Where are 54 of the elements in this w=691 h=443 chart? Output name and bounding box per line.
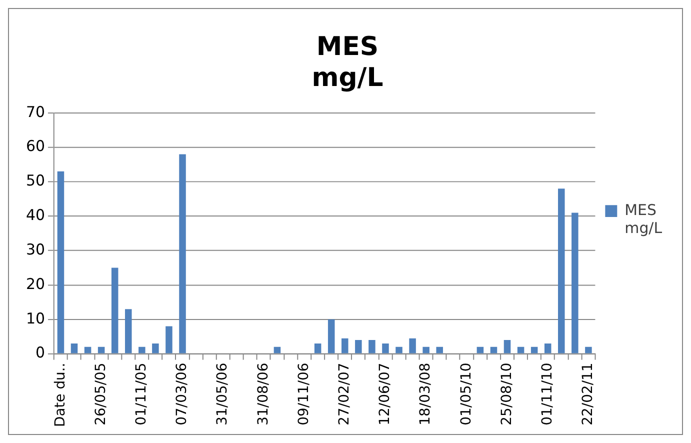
y-tick-label: 40 — [26, 206, 45, 224]
bar — [152, 343, 159, 354]
bar — [422, 346, 430, 354]
legend-label: MES mg/L — [624, 200, 663, 237]
bar — [328, 319, 335, 354]
y-tick-label: 70 — [26, 102, 45, 121]
x-tick-label: 22/02/11 — [580, 362, 596, 426]
bar — [436, 346, 443, 354]
bar — [124, 309, 132, 354]
bar — [84, 346, 92, 354]
bar — [517, 346, 524, 354]
y-tick-label: 30 — [26, 240, 45, 258]
bar — [530, 346, 538, 354]
bar — [111, 268, 118, 354]
bar — [396, 346, 402, 354]
y-tick-label: 0 — [35, 344, 45, 362]
bar — [572, 212, 578, 354]
x-tick-label: 01/11/10 — [539, 362, 556, 426]
bar — [70, 343, 78, 354]
x-tick-label: 12/06/07 — [377, 362, 394, 426]
x-tick-label: 27/02/07 — [336, 362, 353, 426]
bar — [476, 346, 484, 354]
bar — [166, 326, 172, 354]
y-tick-label: 10 — [26, 309, 45, 328]
y-tick-label: 50 — [26, 172, 45, 190]
x-tick-label: 18/03/08 — [418, 362, 434, 426]
bar — [355, 340, 362, 354]
bar — [490, 346, 498, 354]
x-tick-label: 09/11/06 — [296, 362, 312, 426]
x-tick-label: 07/03/06 — [174, 362, 190, 426]
y-tick-label: 20 — [26, 274, 45, 293]
x-tick-label: 25/08/10 — [498, 362, 515, 426]
bar — [274, 346, 281, 354]
bar — [558, 188, 565, 354]
bar — [544, 343, 552, 354]
x-tick-label: 31/05/06 — [214, 362, 231, 426]
bar — [138, 346, 146, 354]
bar — [179, 154, 186, 354]
bar — [342, 338, 348, 354]
bar — [382, 343, 389, 354]
bar — [585, 346, 592, 354]
bar — [57, 171, 64, 354]
bar — [98, 346, 105, 354]
bar — [504, 340, 511, 354]
x-tick-label: Date du.. — [52, 362, 68, 428]
x-tick-label: 26/05/05 — [92, 362, 109, 426]
bar — [368, 340, 376, 354]
bar — [409, 338, 416, 354]
bar — [314, 343, 322, 354]
x-tick-label: 01/11/05 — [134, 362, 150, 426]
chart-title: MES mg/L — [312, 32, 384, 94]
y-tick-label: 60 — [26, 137, 45, 156]
x-tick-label: 31/08/06 — [255, 362, 272, 426]
x-tick-label: 01/05/10 — [458, 362, 474, 426]
